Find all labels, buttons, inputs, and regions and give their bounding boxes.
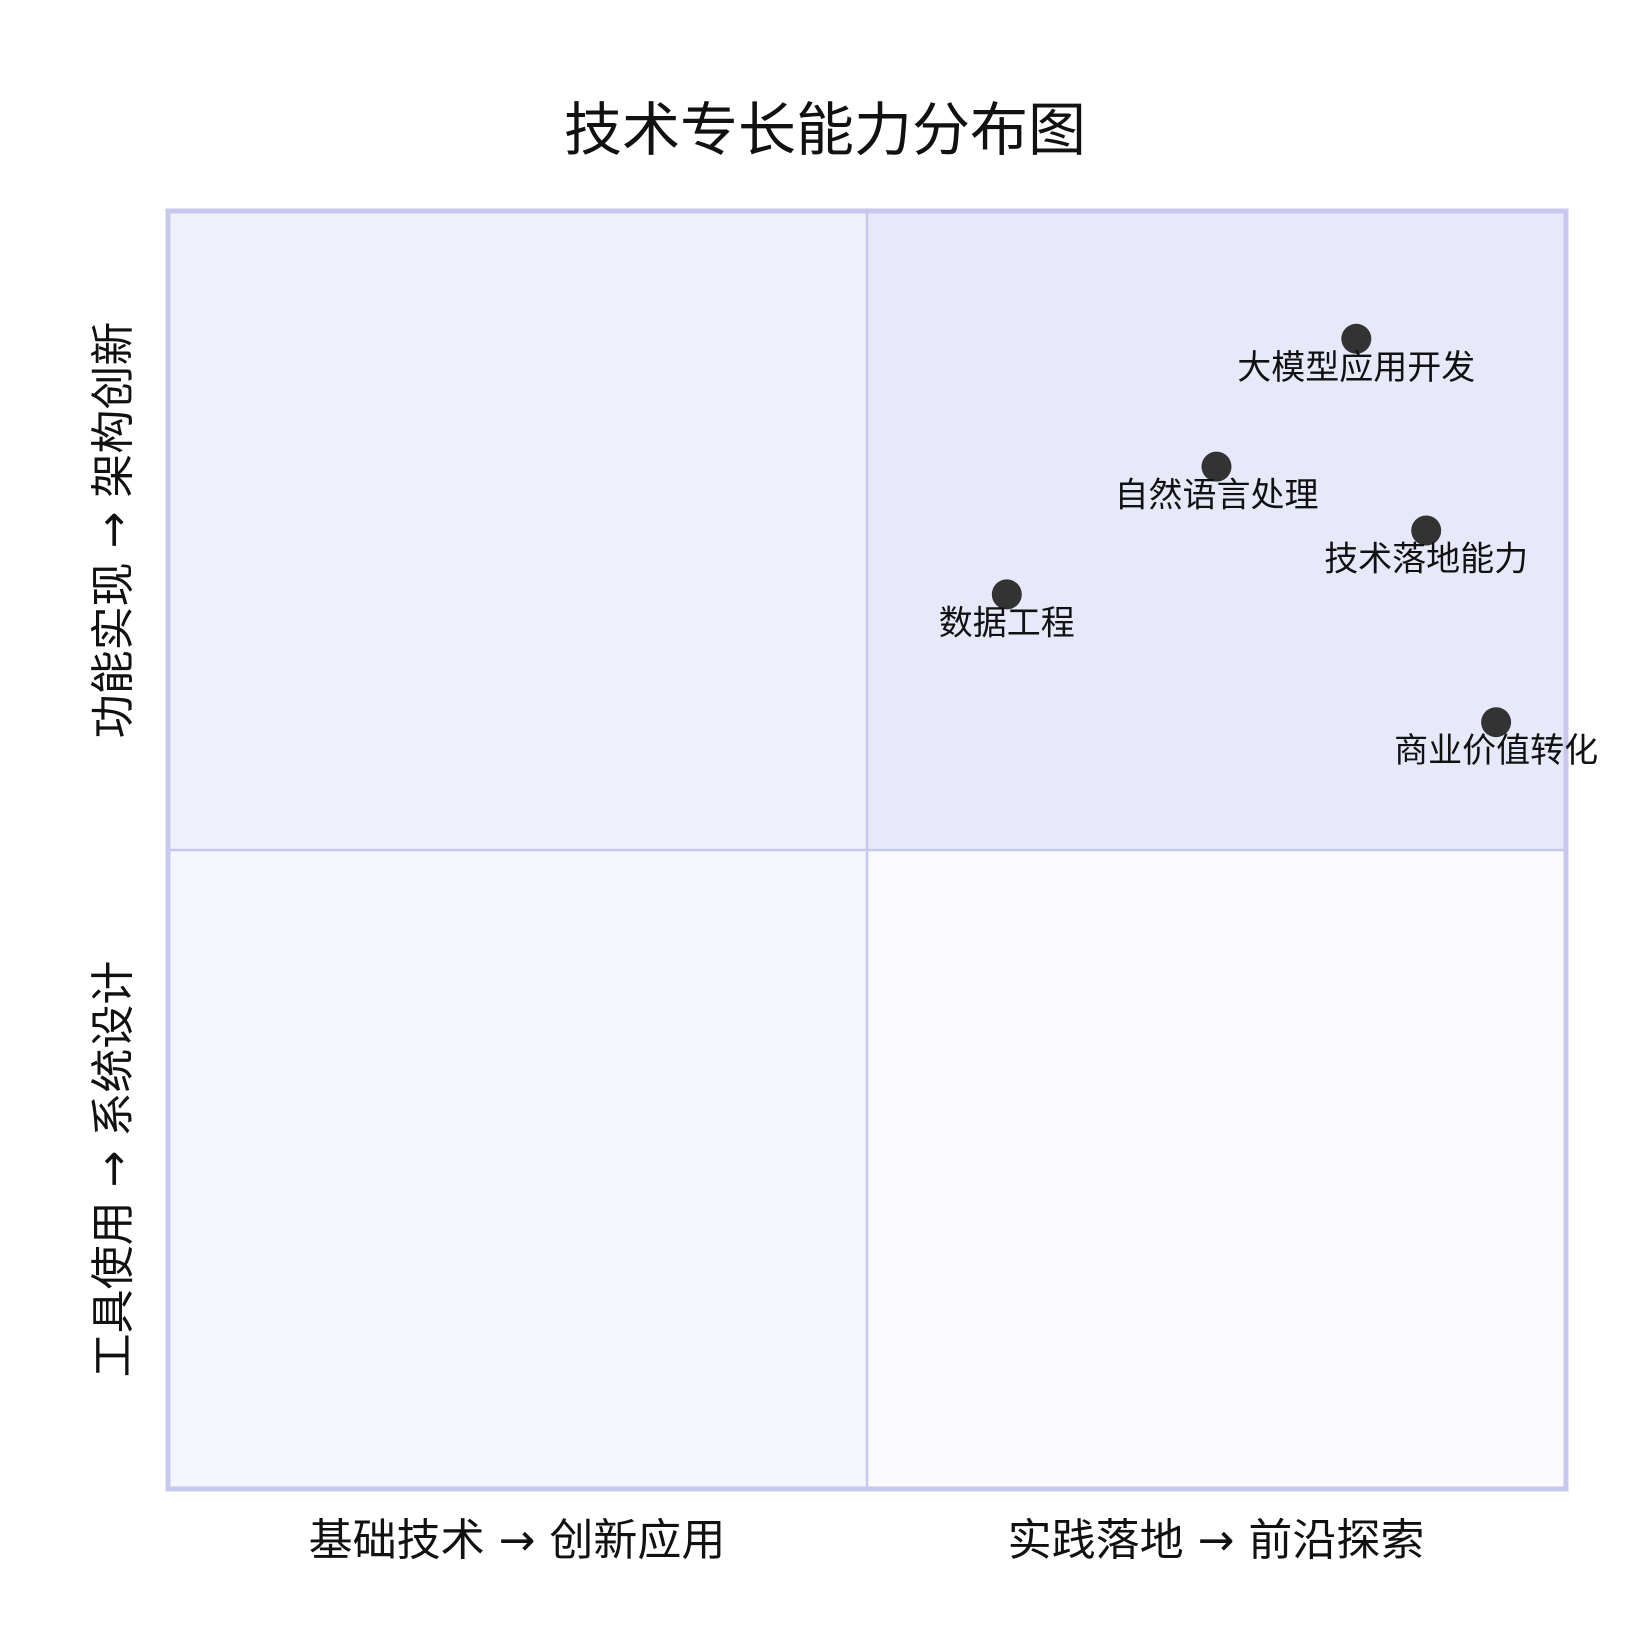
- data-point-label-4: 商业价值转化: [1394, 731, 1598, 771]
- chart-title: 技术专长能力分布图: [564, 96, 1086, 164]
- data-point-2: [1411, 515, 1442, 546]
- data-point-3: [991, 579, 1022, 610]
- data-point-label-3: 数据工程: [939, 603, 1075, 643]
- data-point-4: [1481, 707, 1512, 738]
- data-point-label-1: 自然语言处理: [1115, 476, 1319, 516]
- quadrant-backgrounds: [168, 211, 1566, 1489]
- x-axis-high-label: 实践落地 → 前沿探索: [1008, 1515, 1425, 1566]
- data-point-label-0: 大模型应用开发: [1237, 348, 1475, 388]
- quadrant-bottom-right: [867, 850, 1566, 1489]
- quadrant-bottom-left: [168, 850, 867, 1489]
- data-point-label-2: 技术落地能力: [1324, 540, 1528, 580]
- quadrant-top-right: [867, 211, 1566, 850]
- x-axis-low-label: 基础技术 → 创新应用: [309, 1515, 726, 1566]
- data-point-1: [1201, 451, 1232, 482]
- y-axis-low-label: 工具使用 → 系统设计: [88, 961, 139, 1378]
- quadrant-top-left: [168, 211, 867, 850]
- y-axis-high-label: 功能实现 → 架构创新: [88, 322, 139, 739]
- data-point-0: [1341, 323, 1372, 354]
